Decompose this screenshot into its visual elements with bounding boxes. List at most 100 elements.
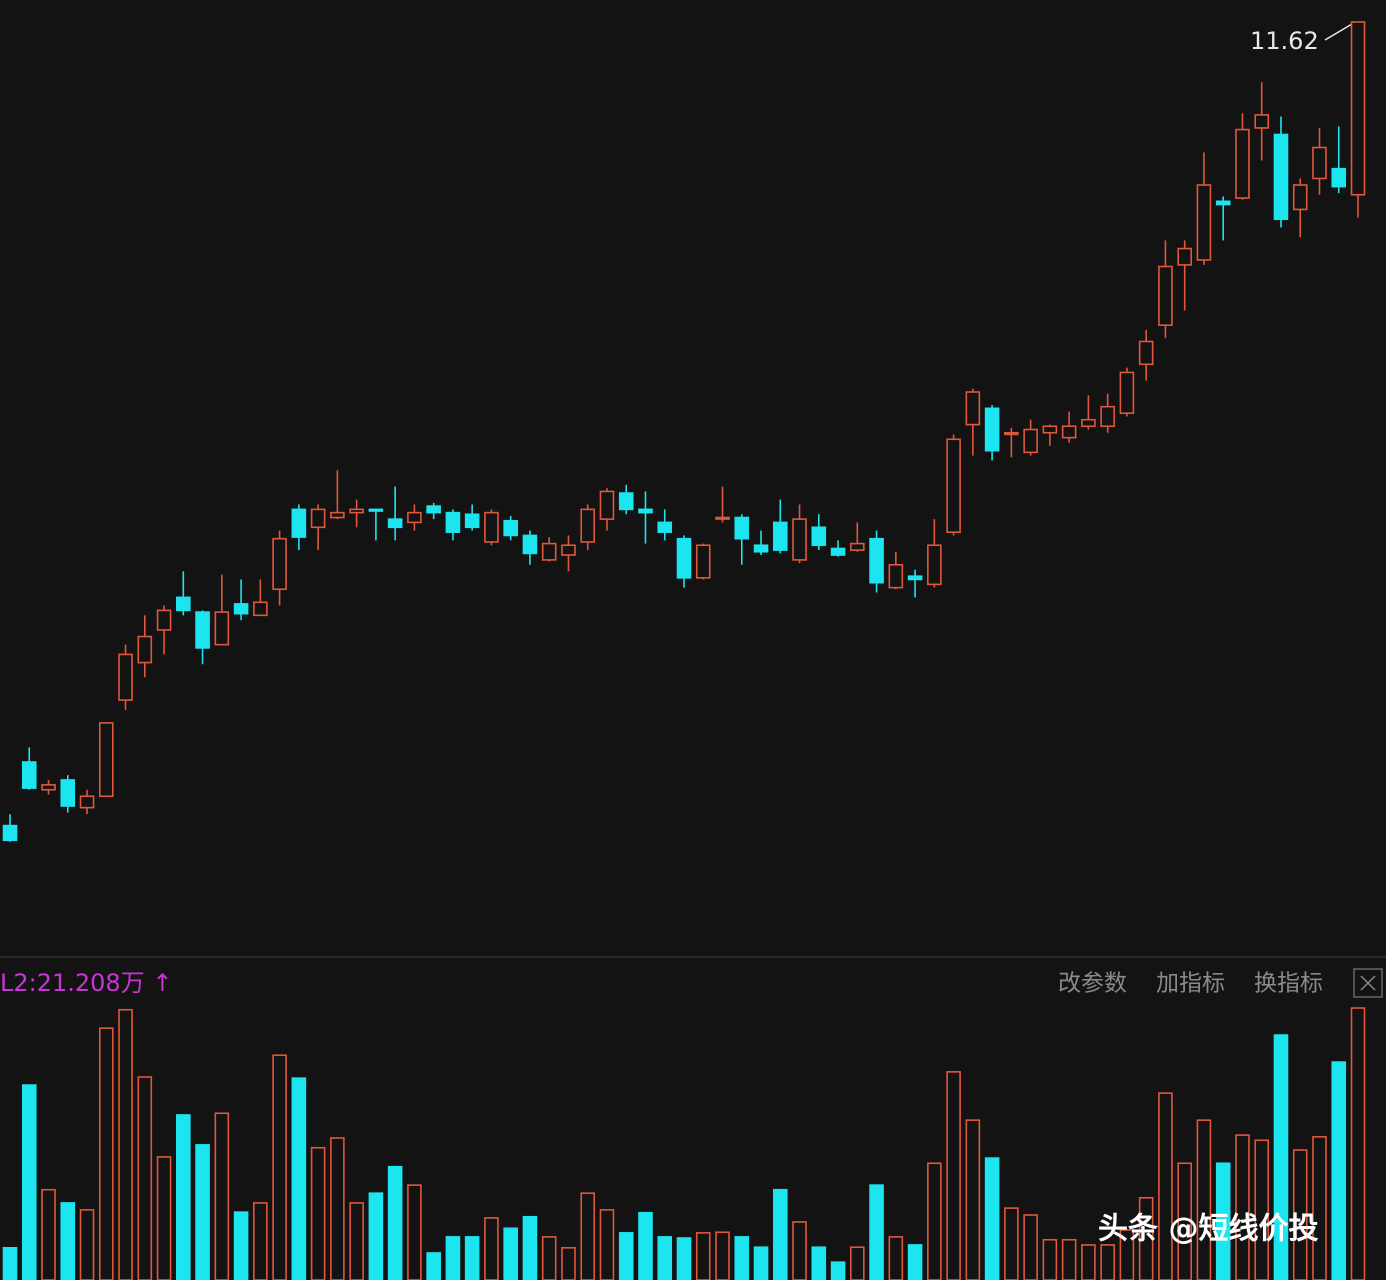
volume-bar <box>888 1236 904 1280</box>
candle-body <box>195 611 210 649</box>
candle-body <box>734 516 750 540</box>
volume-bar <box>387 1165 403 1280</box>
volume-bar <box>176 1114 191 1280</box>
candle-body <box>272 537 287 591</box>
volume-bar <box>445 1236 461 1280</box>
candle-body <box>214 611 230 646</box>
volume-bar <box>291 1077 307 1280</box>
volume-bar <box>657 1236 673 1280</box>
volume-bar <box>426 1252 441 1280</box>
volume-bar <box>541 1236 557 1280</box>
volume-bar <box>1292 1149 1308 1280</box>
candle-body <box>1138 340 1154 366</box>
candle-body <box>1004 431 1019 436</box>
volume-bar <box>965 1119 981 1280</box>
candle-body <box>715 516 730 520</box>
volume-bar <box>349 1202 364 1280</box>
volume-bar <box>927 1162 942 1280</box>
volume-bar <box>1158 1092 1173 1280</box>
volume-bar <box>792 1221 807 1280</box>
candle-body <box>1350 21 1366 196</box>
candle-body <box>445 511 461 533</box>
candle-body <box>1235 128 1250 199</box>
toolbar-button[interactable]: 换指标 <box>1254 971 1323 997</box>
candle-body <box>291 508 307 538</box>
volume-bar <box>618 1232 634 1280</box>
candle-body <box>156 609 172 631</box>
candle-body <box>869 537 884 584</box>
candle-body <box>1100 405 1115 428</box>
candle-body <box>1158 265 1173 326</box>
candle-body <box>984 407 1000 452</box>
volume-bar <box>1215 1162 1231 1280</box>
marks <box>2 21 1366 1280</box>
candle-body <box>792 518 807 561</box>
volume-bar <box>676 1237 692 1280</box>
candle-body <box>176 596 191 612</box>
candle-body <box>137 635 153 664</box>
volume-bar <box>1273 1034 1289 1280</box>
volume-bar <box>41 1188 56 1280</box>
volume-bar <box>715 1231 730 1280</box>
candle-body <box>561 544 576 556</box>
volume-bar <box>60 1202 76 1280</box>
candle-body <box>1215 200 1231 206</box>
volume-bar <box>195 1144 210 1280</box>
volume-bar <box>137 1076 153 1280</box>
volume-bar <box>1235 1134 1250 1280</box>
volume-bar <box>156 1156 172 1280</box>
candle-body <box>618 492 634 511</box>
volume-bar <box>1312 1136 1327 1280</box>
candle-body <box>426 505 441 514</box>
volume-bar <box>2 1247 18 1280</box>
candle-body <box>907 575 923 581</box>
candle-body <box>41 784 56 791</box>
volume-bar <box>1100 1244 1115 1280</box>
volume-bar <box>1138 1196 1154 1280</box>
volume-bar <box>907 1244 923 1280</box>
candle-body <box>330 511 345 519</box>
volume-bar <box>1254 1139 1270 1280</box>
candle-body <box>60 779 76 807</box>
candle-body <box>349 508 364 514</box>
candle-body <box>638 508 653 514</box>
volume-bar <box>233 1211 249 1280</box>
close-button[interactable] <box>1353 968 1383 998</box>
candle-body <box>1119 371 1135 415</box>
volume-bar <box>984 1157 1000 1280</box>
candle-body <box>484 511 499 543</box>
volume-bar <box>118 1008 133 1280</box>
watermark: 头条 @短线价投 <box>1098 1212 1318 1247</box>
candle-body <box>965 391 981 426</box>
volume-bar <box>1081 1244 1096 1280</box>
volume-bar <box>734 1236 750 1280</box>
candle-body <box>368 508 384 512</box>
candle-body <box>811 526 827 547</box>
volume-bar <box>1196 1119 1212 1280</box>
volume-bar <box>214 1112 230 1280</box>
candle-body <box>1312 146 1327 180</box>
volume-bar <box>79 1209 95 1280</box>
toolbar-button[interactable]: 加指标 <box>1156 971 1225 997</box>
close-box[interactable] <box>1353 968 1383 998</box>
volume-bar <box>638 1211 653 1280</box>
candle-body <box>118 653 133 701</box>
high-annotation: 11.62 <box>1250 27 1319 55</box>
volume-bar <box>1177 1162 1192 1280</box>
candle-body <box>79 795 95 809</box>
candle-body <box>21 761 37 789</box>
candle-body <box>1081 418 1096 428</box>
volume-bar <box>1331 1061 1347 1280</box>
close-icon[interactable] <box>1360 975 1376 991</box>
candle-body <box>2 824 18 842</box>
volume-bar <box>599 1209 615 1280</box>
candle-body <box>522 534 538 555</box>
candle-body <box>541 542 557 561</box>
volume-bar <box>98 1027 114 1280</box>
toolbar-button[interactable]: 改参数 <box>1058 971 1127 997</box>
candle-body <box>850 542 865 551</box>
candle-body <box>1331 167 1347 188</box>
volume-bar <box>330 1137 345 1280</box>
volume-bar <box>946 1071 961 1280</box>
